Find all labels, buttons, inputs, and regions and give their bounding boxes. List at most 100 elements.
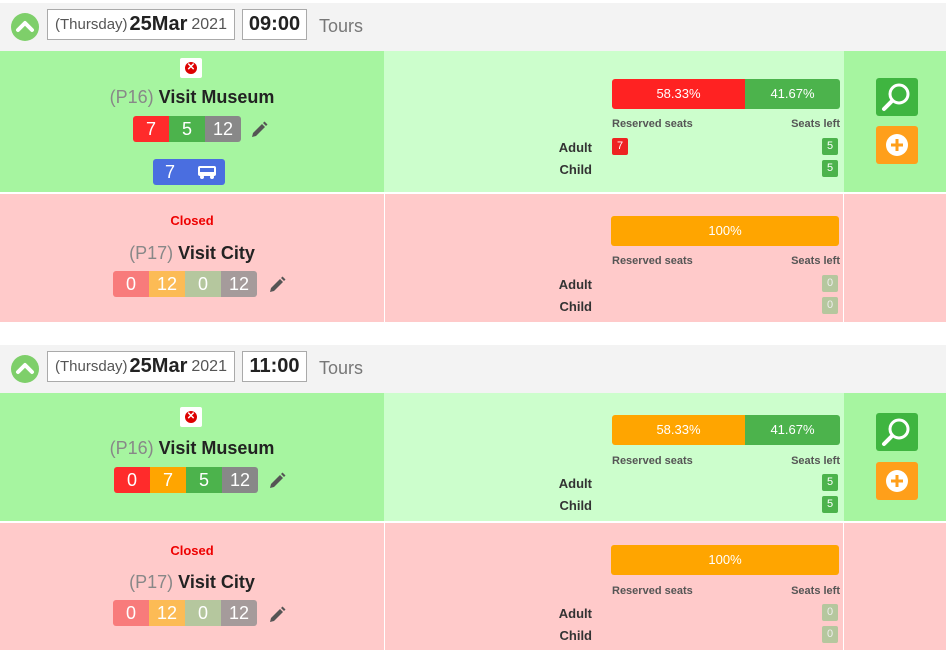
seats-progress: 58.33% 41.67% bbox=[612, 79, 840, 109]
progress-reserved: 100% bbox=[611, 216, 839, 246]
tour-row: ✕ (P16) Visit Museum 7 5 12 7 58.33% 41.… bbox=[0, 51, 946, 192]
weekday: (Thursday) bbox=[55, 358, 128, 375]
count-reserved: 7 bbox=[133, 116, 169, 142]
pencil-icon[interactable] bbox=[249, 120, 269, 140]
view-button[interactable] bbox=[876, 78, 918, 116]
count-value: 7 bbox=[150, 467, 186, 493]
month: Mar bbox=[151, 355, 188, 377]
transport-badge[interactable]: 7 bbox=[153, 159, 225, 185]
count-total: 12 bbox=[222, 467, 258, 493]
add-booking-button[interactable] bbox=[876, 126, 918, 164]
close-circle-icon: ✕ bbox=[185, 411, 197, 423]
count-value: 0 bbox=[185, 271, 221, 297]
seats-panel bbox=[384, 393, 844, 521]
count-value: 0 bbox=[114, 467, 150, 493]
block-divider bbox=[0, 322, 946, 345]
chevron-up-icon bbox=[16, 363, 34, 374]
seats-progress: 58.33% 41.67% bbox=[612, 415, 840, 445]
tour-name: Visit City bbox=[178, 572, 255, 592]
progress-reserved: 100% bbox=[611, 545, 839, 575]
category-label: Tours bbox=[319, 16, 364, 36]
count-value: 12 bbox=[149, 271, 185, 297]
reserved-seats-label: Reserved seats bbox=[612, 585, 693, 597]
magnifier-icon bbox=[882, 83, 910, 111]
booking-counts: 0 7 5 12 bbox=[114, 467, 258, 493]
time-display: 09:00 bbox=[242, 9, 307, 40]
reserved-seats-label: Reserved seats bbox=[612, 118, 693, 130]
tour-code: (P16) bbox=[109, 438, 154, 458]
timeslot-header: (Thursday) 25 Mar 2021 11:00 Tours bbox=[0, 345, 946, 393]
bus-icon bbox=[198, 166, 216, 179]
left-count: 5 bbox=[822, 160, 838, 177]
left-count: 5 bbox=[822, 138, 838, 155]
count-value: 0 bbox=[113, 600, 149, 626]
timeslot-header: (Thursday) 25 Mar 2021 09:00 Tours bbox=[0, 3, 946, 51]
ticket-type: Adult bbox=[558, 476, 592, 491]
progress-left: 41.67% bbox=[745, 415, 840, 445]
left-count: 0 bbox=[822, 626, 838, 643]
tour-title: (P17) Visit City bbox=[0, 572, 384, 593]
collapse-button[interactable] bbox=[11, 13, 39, 41]
plus-circle-icon bbox=[886, 134, 908, 156]
seats-progress: 100% bbox=[611, 545, 839, 575]
seats-panel bbox=[384, 51, 844, 192]
category-label: Tours bbox=[319, 358, 364, 378]
left-count: 0 bbox=[822, 275, 838, 292]
tour-title: (P16) Visit Museum bbox=[0, 438, 384, 459]
chevron-up-icon bbox=[16, 21, 34, 32]
close-circle-icon: ✕ bbox=[185, 62, 197, 74]
seats-left-label: Seats left bbox=[791, 585, 840, 597]
add-booking-button[interactable] bbox=[876, 462, 918, 500]
tour-name: Visit Museum bbox=[158, 438, 275, 458]
ticket-type: Adult bbox=[558, 277, 592, 292]
booking-counts: 0 12 0 12 bbox=[113, 271, 257, 297]
remove-button[interactable]: ✕ bbox=[180, 407, 202, 427]
magnifier-icon bbox=[882, 418, 910, 446]
time-display: 11:00 bbox=[242, 351, 307, 382]
date-display: (Thursday) 25 Mar 2021 bbox=[47, 9, 235, 40]
year: 2021 bbox=[191, 15, 227, 33]
tour-title: (P17) Visit City bbox=[0, 243, 384, 264]
tour-code: (P17) bbox=[129, 572, 174, 592]
pencil-icon[interactable] bbox=[267, 605, 287, 625]
count-value: 0 bbox=[113, 271, 149, 297]
transport-count: 7 bbox=[165, 162, 176, 182]
booking-counts: 7 5 12 bbox=[133, 116, 241, 142]
ticket-type: Child bbox=[559, 498, 593, 513]
tour-row: Closed (P17) Visit City 0 12 0 12 100% R… bbox=[0, 194, 946, 322]
seats-panel bbox=[384, 523, 844, 650]
tour-name: Visit City bbox=[178, 243, 255, 263]
tour-title: (P16) Visit Museum bbox=[0, 87, 384, 108]
weekday: (Thursday) bbox=[55, 16, 128, 33]
date-display: (Thursday) 25 Mar 2021 bbox=[47, 351, 235, 382]
remove-button[interactable]: ✕ bbox=[180, 58, 202, 78]
booking-counts: 0 12 0 12 bbox=[113, 600, 257, 626]
seats-progress: 100% bbox=[611, 216, 839, 246]
count-left: 5 bbox=[186, 467, 222, 493]
left-count: 5 bbox=[822, 474, 838, 491]
ticket-type: Adult bbox=[558, 606, 592, 621]
collapse-button[interactable] bbox=[11, 355, 39, 383]
seats-left-label: Seats left bbox=[791, 455, 840, 467]
view-button[interactable] bbox=[876, 413, 918, 451]
left-count: 0 bbox=[822, 297, 838, 314]
ticket-type: Child bbox=[559, 162, 593, 177]
ticket-type: Child bbox=[559, 299, 593, 314]
pencil-icon[interactable] bbox=[267, 471, 287, 491]
seats-panel bbox=[384, 194, 844, 322]
pencil-icon[interactable] bbox=[267, 275, 287, 295]
reserved-count: 7 bbox=[612, 138, 628, 155]
closed-label: Closed bbox=[170, 213, 214, 228]
tour-row: ✕ (P16) Visit Museum 0 7 5 12 58.33% 41.… bbox=[0, 393, 946, 521]
count-value: 12 bbox=[149, 600, 185, 626]
count-total: 12 bbox=[205, 116, 241, 142]
count-value: 0 bbox=[185, 600, 221, 626]
count-total: 12 bbox=[221, 600, 257, 626]
reserved-seats-label: Reserved seats bbox=[612, 255, 693, 267]
progress-left: 41.67% bbox=[745, 79, 840, 109]
year: 2021 bbox=[191, 357, 227, 375]
ticket-type: Adult bbox=[558, 140, 592, 155]
day: 25 bbox=[129, 355, 152, 377]
progress-reserved: 58.33% bbox=[612, 415, 745, 445]
count-left: 5 bbox=[169, 116, 205, 142]
